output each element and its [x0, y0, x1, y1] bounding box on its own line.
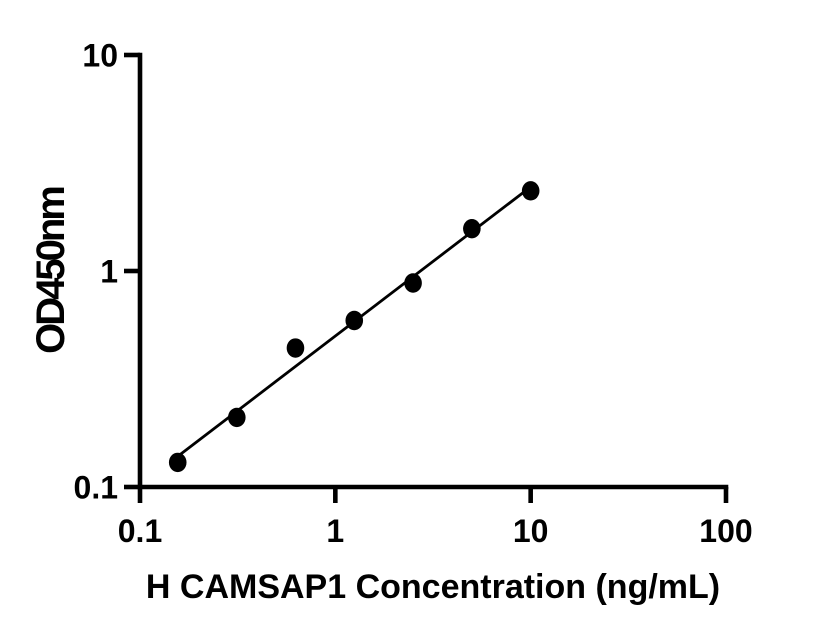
- data-point: [168, 452, 187, 473]
- data-point: [463, 218, 481, 239]
- axis-ticks: [124, 52, 729, 503]
- axes: [137, 52, 729, 490]
- y-tick-label: 0.1: [74, 470, 118, 506]
- x-axis-title: H CAMSAP1 Concentration (ng/mL): [146, 568, 720, 606]
- data-point: [286, 338, 305, 358]
- x-tick-label: 0.1: [118, 513, 162, 549]
- data-point: [521, 181, 540, 201]
- x-tick-label: 10: [513, 513, 549, 549]
- axis-tick-labels: 0.1 1 10 0.1 1 10 100: [74, 38, 753, 550]
- data-point: [345, 310, 364, 331]
- data-series: [168, 181, 540, 473]
- y-axis-title: OD450nm: [29, 187, 73, 354]
- data-point: [227, 407, 246, 428]
- x-tick-label: 100: [699, 513, 752, 549]
- data-point: [404, 273, 422, 293]
- x-tick-label: 1: [326, 513, 344, 549]
- axis-spines: [137, 52, 729, 490]
- y-tick-label: 10: [82, 38, 118, 74]
- y-tick-label: 1: [100, 254, 118, 290]
